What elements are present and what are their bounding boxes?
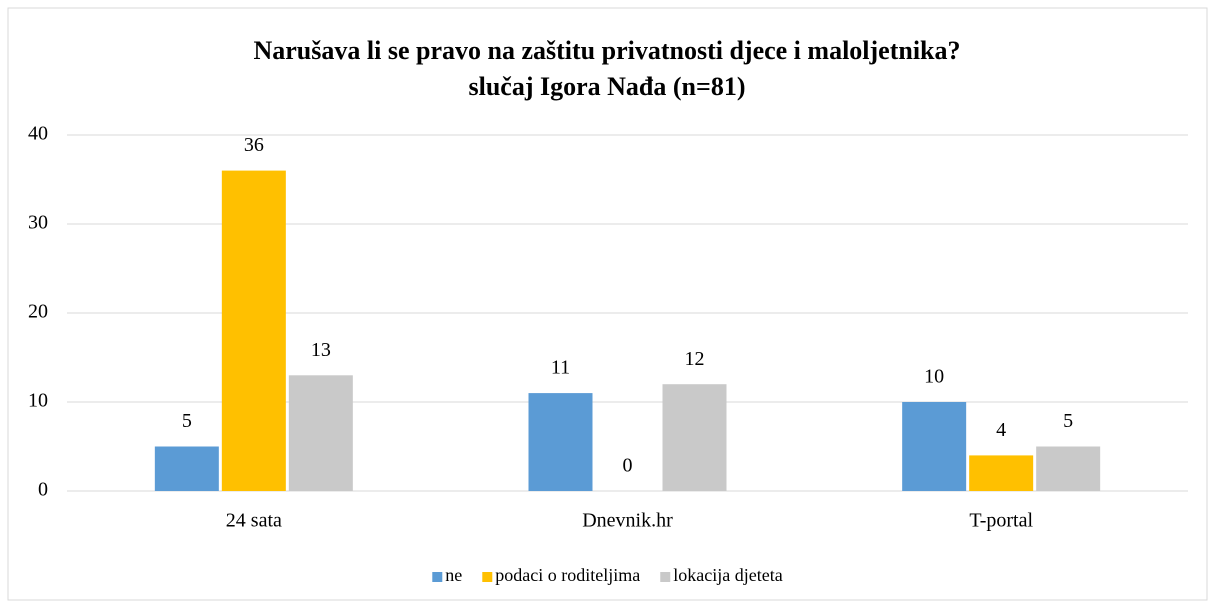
bar — [221, 170, 286, 491]
legend-swatch — [482, 572, 493, 582]
y-tick-label: 40 — [28, 123, 48, 145]
chart-title: slučaj Igora Nađa (n=81) — [469, 72, 746, 101]
data-label: 5 — [182, 410, 192, 432]
x-tick-label: Dnevnik.hr — [582, 510, 673, 532]
data-label: 12 — [685, 348, 705, 370]
data-label: 11 — [551, 357, 570, 379]
data-label: 10 — [924, 366, 944, 388]
legend-label: podaci o roditeljima — [495, 565, 640, 585]
legend-label: ne — [445, 565, 462, 585]
y-tick-label: 0 — [38, 479, 48, 501]
data-label: 4 — [996, 419, 1006, 441]
bar — [288, 375, 353, 491]
legend-swatch — [432, 572, 443, 582]
bar — [528, 393, 593, 491]
bar — [662, 384, 727, 491]
x-tick-label: T-portal — [969, 510, 1033, 532]
data-label: 13 — [311, 339, 331, 361]
y-tick-label: 30 — [28, 212, 48, 234]
chart-border — [7, 7, 1208, 601]
y-tick-label: 20 — [28, 301, 48, 323]
bar — [154, 446, 219, 491]
data-label: 5 — [1063, 410, 1073, 432]
bar — [969, 455, 1034, 491]
chart-title: Narušava li se pravo na zaštitu privatno… — [253, 36, 960, 65]
legend-swatch — [660, 572, 671, 582]
x-tick-label: 24 sata — [226, 510, 282, 532]
bar — [902, 402, 967, 491]
bar — [1036, 446, 1101, 491]
legend-label: lokacija djeteta — [673, 565, 782, 585]
data-label: 0 — [623, 455, 633, 477]
data-label: 36 — [244, 134, 264, 156]
y-tick-label: 10 — [28, 390, 48, 412]
